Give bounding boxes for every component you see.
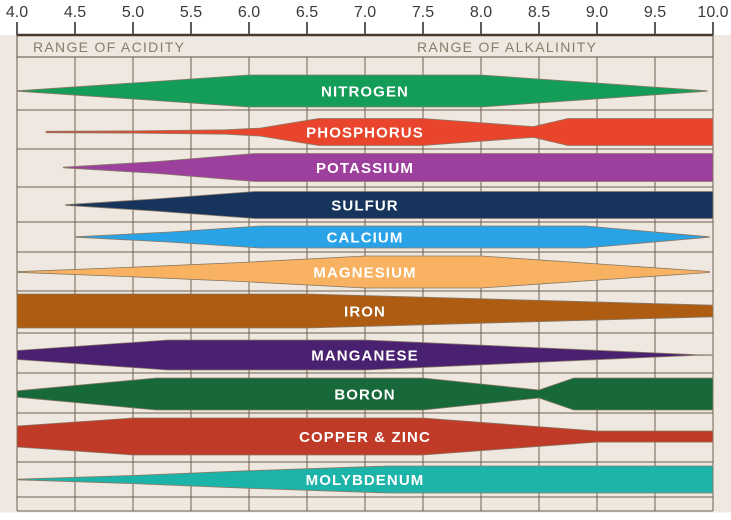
axis-tick-label: 9.5 [644,4,666,21]
band-label-molybdenum: MOLYBDENUM [306,472,425,489]
axis-tick-label: 7.0 [354,4,376,21]
band-copper-zinc [16,417,714,456]
band-label-sulfur: SULFUR [331,198,398,215]
axis-tick-label: 8.0 [470,4,492,21]
band-label-calcium: CALCIUM [327,230,404,247]
band-iron [16,293,714,329]
band-sulfur [65,191,714,219]
axis-tick-label: 10.0 [697,4,728,21]
axis-tick-label: 4.5 [64,4,86,21]
band-nitrogen [16,74,708,108]
axis-tick-label: 4.0 [6,4,28,21]
band-molybdenum [16,465,714,494]
range-of-alkalinity-label: RANGE OF ALKALINITY [417,39,598,55]
axis-tick-label: 9.0 [586,4,608,21]
axis-tick-label: 5.0 [122,4,144,21]
band-label-iron: IRON [344,304,386,321]
band-manganese [16,339,714,371]
axis-tick-label: 6.0 [238,4,260,21]
axis-tick-label: 7.5 [412,4,434,21]
band-phosphorus [45,118,714,146]
band-boron [16,377,714,411]
band-label-nitrogen: NITROGEN [321,84,409,101]
band-magnesium [16,255,710,289]
band-potassium [63,153,714,182]
band-label-magnesium: MAGNESIUM [313,265,416,282]
band-label-copper-zinc: COPPER & ZINC [299,429,431,446]
band-label-phosphorus: PHOSPHORUS [306,125,424,142]
axis-tick-label: 5.5 [180,4,202,21]
axis-tick-label: 6.5 [296,4,318,21]
band-label-manganese: MANGANESE [311,348,418,365]
band-calcium [74,225,710,249]
axis-tick-label: 8.5 [528,4,550,21]
band-label-boron: BORON [334,387,395,404]
band-label-potassium: POTASSIUM [316,160,414,177]
range-of-acidity-label: RANGE OF ACIDITY [33,39,186,55]
